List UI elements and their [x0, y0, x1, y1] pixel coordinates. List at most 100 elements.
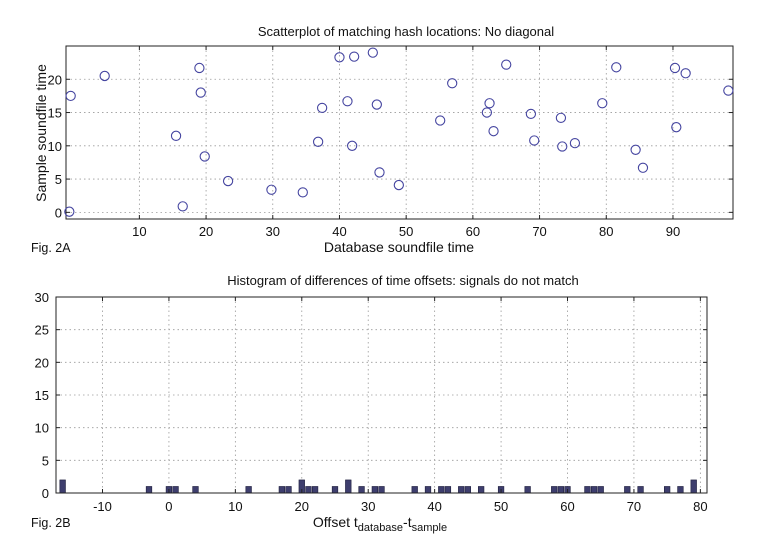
- histogram-y-tick-label: 15: [35, 388, 49, 403]
- histogram-bar: [551, 486, 558, 494]
- histogram-bar: [59, 479, 66, 494]
- histogram-bar: [278, 486, 285, 494]
- scatter-x-tick-label: 20: [199, 224, 213, 239]
- scatter-point: [312, 136, 324, 147]
- scatter-panel: Scatterplot of matching hash locations: …: [31, 24, 734, 255]
- scatter-point: [611, 62, 622, 73]
- histogram-y-tick-label: 0: [42, 486, 49, 501]
- histogram-bar: [411, 486, 418, 494]
- scatter-point: [723, 85, 734, 96]
- scatter-point: [484, 98, 495, 109]
- scatter-point: [170, 130, 182, 141]
- scatter-point: [222, 175, 234, 187]
- scatter-point: [64, 206, 75, 217]
- scatter-x-tick-label: 40: [332, 224, 346, 239]
- xlabel-subscript-database: database: [358, 522, 403, 534]
- histogram-y-tick-label: 10: [35, 421, 49, 436]
- scatter-x-tick-label: 70: [532, 224, 546, 239]
- scatter-y-tick-label: 10: [48, 139, 62, 154]
- scatter-y-tick-label: 20: [48, 72, 62, 87]
- scatter-x-tick-label: 10: [132, 224, 146, 239]
- scatter-point: [447, 78, 458, 89]
- histogram-bar: [458, 486, 465, 494]
- histogram-bar: [438, 486, 445, 494]
- histogram-y-tick-label: 30: [35, 290, 49, 305]
- histogram-bar: [690, 479, 697, 494]
- xlabel-offset-text: Offset t: [313, 514, 358, 530]
- scatter-point: [529, 135, 540, 146]
- scatter-point: [569, 137, 581, 149]
- scatter-point: [555, 112, 567, 124]
- scatter-point: [297, 187, 308, 198]
- histogram-bar: [192, 486, 199, 494]
- xlabel-subscript-sample: sample: [412, 522, 447, 534]
- scatter-point: [557, 141, 568, 152]
- histogram-x-tick-label: 80: [693, 499, 707, 514]
- histogram-bar: [245, 486, 252, 494]
- histogram-x-tick-label: 30: [361, 499, 375, 514]
- histogram-bar: [464, 486, 471, 494]
- histogram-x-tick-label: 60: [560, 499, 574, 514]
- histogram-bars: [59, 479, 697, 494]
- scatter-point: [680, 68, 691, 79]
- histogram-x-tick-label: -10: [93, 499, 112, 514]
- scatter-point: [346, 140, 358, 151]
- histogram-bar: [305, 486, 312, 494]
- histogram-bar: [557, 486, 564, 494]
- scatter-plot-area: [65, 45, 734, 220]
- histogram-x-tick-label: 20: [295, 499, 309, 514]
- histogram-bar: [597, 486, 604, 494]
- scatter-ticks: 10 20 30 40 50 60 70 80 90 0 5 10 15 20: [48, 46, 733, 239]
- scatter-point: [342, 96, 353, 107]
- histogram-bar: [524, 486, 531, 494]
- scatter-point: [195, 87, 206, 98]
- histogram-x-tick-label: 40: [427, 499, 441, 514]
- histogram-bar: [311, 486, 319, 494]
- histogram-bar: [172, 486, 179, 494]
- scatter-title: Scatterplot of matching hash locations: …: [258, 24, 554, 39]
- scatter-point: [371, 99, 382, 110]
- scatter-point: [630, 144, 641, 155]
- scatter-point: [597, 98, 608, 109]
- scatter-point: [99, 70, 110, 82]
- scatter-x-axis-label: Database soundfile time: [324, 239, 474, 255]
- scatter-point: [65, 90, 76, 102]
- histogram-bar: [285, 486, 292, 494]
- histogram-y-tick-label: 25: [35, 323, 49, 338]
- scatter-x-tick-label: 30: [266, 224, 280, 239]
- histogram-panel: Histogram of differences of time offsets…: [31, 273, 708, 534]
- histogram-bar: [331, 486, 339, 494]
- scatter-y-axis-label: Sample soundfile time: [33, 64, 49, 202]
- scatter-y-tick-label: 15: [48, 106, 62, 121]
- fig-2a-label: Fig. 2A: [31, 241, 71, 255]
- scatter-points: [64, 47, 734, 217]
- scatter-point: [671, 122, 682, 133]
- scatter-point: [501, 59, 512, 70]
- histogram-bar: [444, 486, 452, 494]
- histogram-bar: [677, 486, 684, 494]
- histogram-bar: [478, 486, 485, 494]
- xlabel-minus-t: -t: [403, 514, 412, 530]
- histogram-bar: [358, 486, 365, 494]
- histogram-x-axis-label: Offset tdatabase-tsample: [313, 514, 447, 534]
- histogram-bar: [378, 486, 385, 494]
- histogram-bar: [584, 486, 591, 494]
- scatter-x-tick-label: 90: [666, 224, 680, 239]
- scatter-point: [393, 179, 404, 191]
- histogram-x-tick-label: 70: [627, 499, 641, 514]
- scatter-point: [435, 115, 446, 126]
- scatter-point: [266, 184, 277, 195]
- scatter-y-tick-label: 5: [55, 172, 62, 187]
- scatter-x-tick-label: 80: [599, 224, 613, 239]
- scatter-point: [199, 151, 210, 162]
- histogram-bar: [624, 486, 631, 494]
- histogram-x-tick-label: 10: [228, 499, 242, 514]
- histogram-bar: [637, 486, 644, 494]
- scatter-point: [488, 126, 499, 137]
- scatter-grid: [66, 46, 733, 219]
- scatter-point: [481, 107, 493, 118]
- histogram-bar: [664, 486, 671, 494]
- histogram-bar: [145, 486, 153, 494]
- scatter-point: [194, 62, 205, 74]
